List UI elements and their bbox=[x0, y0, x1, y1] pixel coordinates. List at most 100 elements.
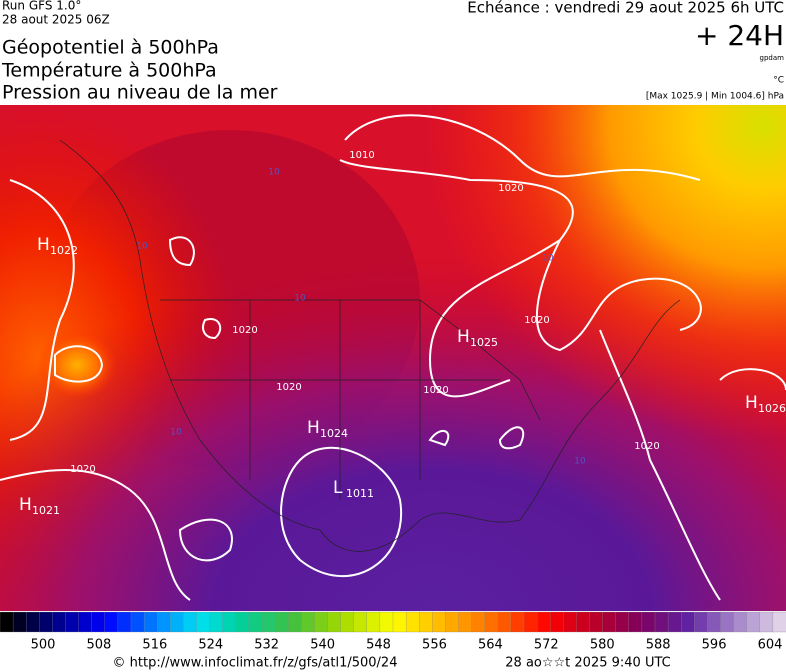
color-swatch bbox=[681, 611, 695, 633]
color-swatch bbox=[39, 611, 54, 633]
color-swatch bbox=[130, 611, 145, 633]
map bbox=[0, 105, 786, 611]
run: Run GFS 1.0° bbox=[2, 0, 81, 13]
legend-label: 532 bbox=[254, 638, 279, 653]
color-swatch bbox=[550, 611, 564, 633]
legend-label: 524 bbox=[198, 638, 223, 653]
color-swatch bbox=[157, 611, 171, 633]
isotherm-label: 10 bbox=[170, 428, 182, 438]
center-value: 1021 bbox=[32, 504, 60, 517]
isobar-label: 1020 bbox=[524, 315, 549, 326]
color-swatch bbox=[91, 611, 106, 633]
echeance: Echéance : vendredi 29 aout 2025 6h UTC bbox=[467, 0, 784, 17]
legend-label: 604 bbox=[758, 638, 783, 653]
color-swatch bbox=[288, 611, 302, 633]
color-swatch bbox=[445, 611, 460, 633]
center-value: 1024 bbox=[320, 427, 348, 440]
color-swatch bbox=[641, 611, 656, 633]
isobar-label: 1020 bbox=[70, 464, 95, 475]
lead: + 24H bbox=[695, 19, 784, 52]
legend-label: 572 bbox=[534, 638, 559, 653]
color-swatch bbox=[746, 611, 761, 633]
center-type: L bbox=[333, 478, 343, 498]
color-swatch bbox=[261, 611, 276, 633]
isotherm-label: 10 bbox=[542, 254, 554, 264]
isobar-label: 1020 bbox=[423, 385, 448, 396]
isotherm-label: 10 bbox=[574, 457, 586, 467]
isotherm-label: 10 bbox=[268, 168, 280, 178]
color-swatch bbox=[170, 611, 185, 633]
color-swatch bbox=[510, 611, 525, 633]
color-swatch bbox=[523, 611, 538, 633]
color-swatch bbox=[0, 611, 14, 633]
title: Température à 500hPa bbox=[1, 60, 217, 82]
center-value: 1025 bbox=[470, 336, 498, 349]
color-swatch bbox=[117, 611, 132, 633]
legend-label: 516 bbox=[142, 638, 167, 653]
isobar-label: 1020 bbox=[276, 382, 301, 393]
legend-label: 508 bbox=[87, 638, 112, 653]
color-swatch bbox=[327, 611, 342, 633]
color-swatch bbox=[602, 611, 617, 633]
color-swatch bbox=[458, 611, 473, 633]
color-swatch bbox=[615, 611, 630, 633]
color-swatch bbox=[759, 611, 774, 633]
legend-label: 540 bbox=[310, 638, 335, 653]
color-swatch bbox=[183, 611, 198, 633]
color-swatch bbox=[248, 611, 263, 633]
color-swatch bbox=[274, 611, 289, 633]
color-swatch bbox=[772, 611, 786, 633]
color-swatch bbox=[235, 611, 250, 633]
color-swatch bbox=[628, 611, 643, 633]
color-swatch bbox=[222, 611, 237, 633]
color-swatch bbox=[707, 611, 722, 633]
footer-url: © http://www.infoclimat.fr/z/gfs/atl1/50… bbox=[113, 656, 398, 671]
title: Géopotentiel à 500hPa bbox=[2, 37, 219, 59]
legend-label: 548 bbox=[366, 638, 391, 653]
color-swatch bbox=[432, 611, 447, 633]
color-swatch bbox=[143, 611, 158, 633]
center-value: 1026 bbox=[758, 402, 786, 415]
center-type: H bbox=[457, 327, 470, 347]
unit: gpdam bbox=[760, 54, 785, 62]
color-swatch bbox=[65, 611, 80, 633]
color-swatch bbox=[196, 611, 211, 633]
color-swatch bbox=[497, 611, 512, 633]
isobar-label: 1020 bbox=[232, 325, 257, 336]
center-value: 1011 bbox=[346, 487, 374, 500]
color-swatch bbox=[366, 611, 381, 633]
color-swatch bbox=[78, 611, 93, 633]
color-swatch bbox=[484, 611, 499, 633]
legend-label: 588 bbox=[646, 638, 671, 653]
color-swatch bbox=[471, 611, 486, 633]
color-swatch bbox=[209, 611, 224, 633]
color-swatch bbox=[589, 611, 604, 633]
color-swatch bbox=[392, 611, 407, 633]
center-type: H bbox=[745, 393, 758, 413]
color-swatch bbox=[314, 611, 329, 633]
legend-label: 596 bbox=[702, 638, 727, 653]
color-swatch bbox=[52, 611, 67, 633]
isobar-label: 1010 bbox=[349, 150, 374, 161]
isotherm-label: 10 bbox=[136, 242, 148, 252]
isobar-label: 1020 bbox=[498, 183, 523, 194]
isotherm-label: 10 bbox=[294, 294, 306, 304]
color-swatch bbox=[720, 611, 735, 633]
date: 28 aout 2025 06Z bbox=[2, 13, 110, 27]
color-swatch bbox=[563, 611, 578, 633]
color-swatch bbox=[654, 611, 669, 633]
footer-stamp: 28 ao☆☆t 2025 9:40 UTC bbox=[505, 656, 670, 671]
legend-label: 580 bbox=[590, 638, 615, 653]
header: Run GFS 1.0° 28 aout 2025 06Z Géopotenti… bbox=[1, 0, 784, 104]
color-swatch bbox=[576, 611, 591, 633]
color-swatch bbox=[26, 611, 40, 633]
range: [Max 1025.9 | Min 1004.6] hPa bbox=[646, 92, 784, 102]
color-swatch bbox=[405, 611, 420, 633]
center-value: 1022 bbox=[50, 244, 78, 257]
center-type: H bbox=[307, 418, 320, 438]
title: Pression au niveau de la mer bbox=[2, 82, 278, 104]
legend-label: 556 bbox=[422, 638, 447, 653]
color-swatch bbox=[340, 611, 355, 633]
color-swatch bbox=[733, 611, 748, 633]
